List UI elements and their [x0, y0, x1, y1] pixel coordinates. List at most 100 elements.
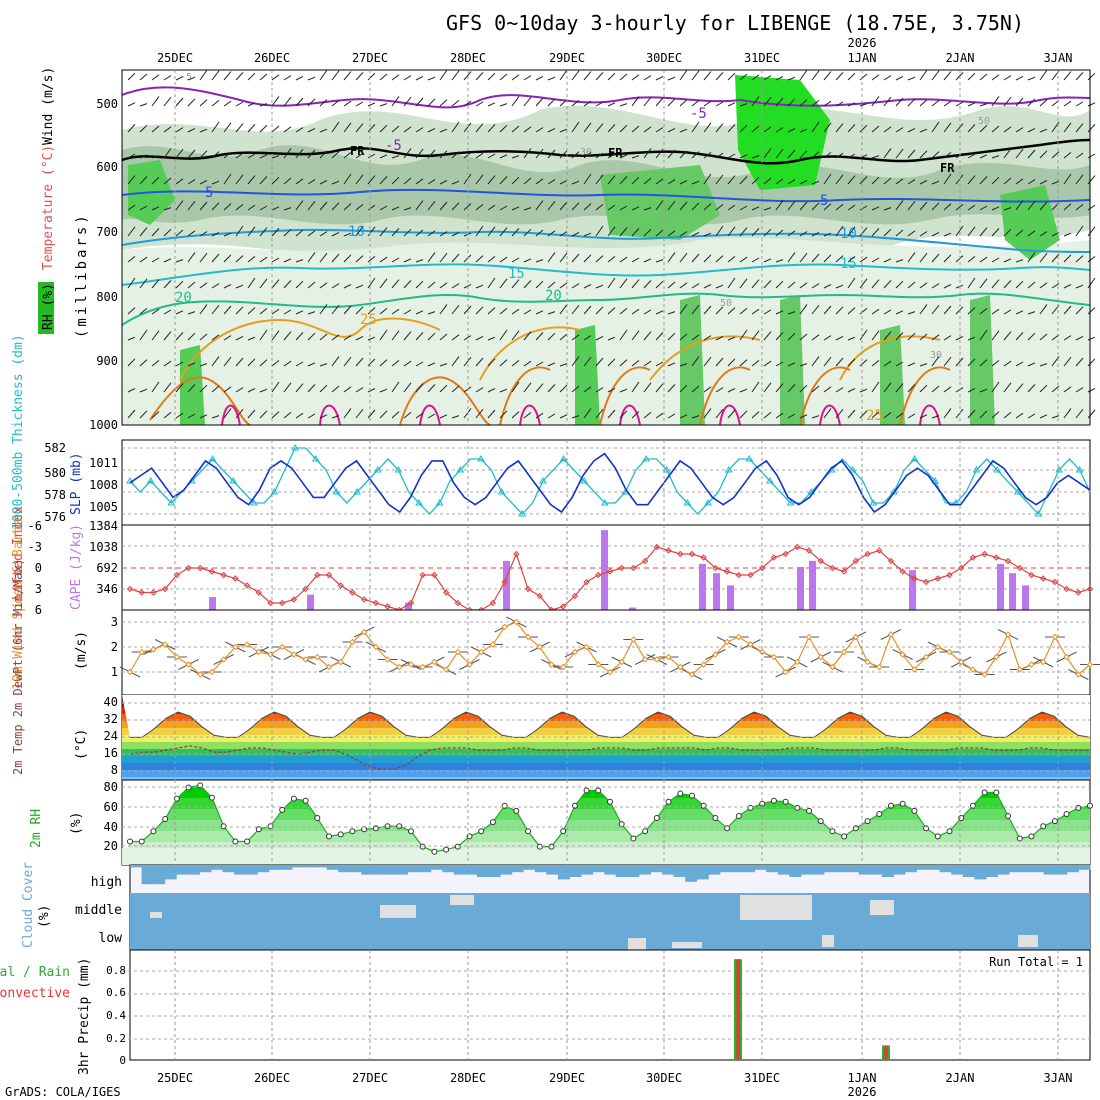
wind-barb — [451, 304, 460, 315]
thickness-point — [249, 499, 258, 506]
wind-point — [208, 668, 216, 676]
rh-point — [326, 833, 333, 840]
wind-barb — [175, 383, 184, 393]
wind-barb — [271, 308, 280, 315]
li-point — [431, 571, 438, 579]
wind-barb — [127, 336, 136, 341]
wind-point — [1075, 671, 1082, 678]
ylabel-precip: 3hr Precip (mm) — [77, 958, 92, 1075]
wind-barb — [475, 152, 484, 159]
wind-barb — [799, 231, 808, 237]
wind-barb — [871, 96, 880, 107]
wind-barb — [367, 226, 376, 237]
wind-barb — [919, 99, 928, 107]
wind-barb — [667, 384, 676, 393]
wind-barb — [943, 335, 952, 341]
wind-barb — [535, 178, 544, 185]
wind-barb — [559, 99, 568, 107]
li-point — [665, 547, 672, 554]
li-point — [1086, 585, 1094, 593]
cloud-high-bar — [997, 865, 1010, 875]
temp-band — [122, 763, 1090, 770]
wind-barb — [139, 388, 148, 393]
wind-barb — [907, 252, 916, 263]
date-label-bottom: 31DEC — [744, 1071, 780, 1085]
wind-barb — [343, 356, 352, 367]
wind-barb — [151, 279, 160, 289]
precip-tick: 0.8 — [106, 964, 126, 977]
wind-barb — [655, 97, 664, 107]
li-point — [267, 599, 274, 607]
wind-barb — [775, 75, 784, 81]
wind-barb — [655, 412, 664, 419]
wind-barb — [751, 96, 760, 107]
wind-barb — [1039, 99, 1048, 107]
wind-barb — [247, 358, 256, 367]
wind-barb — [331, 304, 340, 315]
wind-barb — [1063, 152, 1072, 159]
cloud-high-bar — [523, 865, 536, 870]
li-point — [876, 547, 883, 554]
wind-barb — [859, 308, 868, 315]
wind-barb — [739, 103, 748, 107]
wind-barb — [523, 228, 532, 237]
li-point — [840, 568, 848, 575]
wind-barb — [1015, 383, 1024, 393]
wind-barb — [715, 284, 724, 289]
wind-barb — [787, 362, 796, 367]
wind-barb — [895, 148, 904, 159]
wind-barb — [163, 309, 172, 315]
wind-barb — [427, 230, 436, 237]
wind-point — [232, 643, 239, 651]
thickness-point — [745, 455, 754, 462]
wind-point — [876, 663, 883, 671]
wind-barb — [751, 330, 760, 341]
wind-barb — [139, 329, 148, 341]
wind-point — [571, 648, 579, 656]
wind-barb — [439, 363, 448, 367]
wind-barb — [283, 412, 292, 419]
thickness-point — [600, 499, 609, 506]
wind-barb — [295, 259, 304, 263]
wind-barb — [703, 152, 712, 159]
wind-barb — [271, 228, 280, 237]
wind-barb — [295, 97, 304, 107]
wind-barb — [295, 229, 304, 237]
wind-barb — [511, 176, 520, 185]
wind-barb — [163, 258, 172, 263]
rh-point — [806, 807, 813, 814]
wind-barb — [475, 123, 484, 133]
wind-barb — [631, 279, 640, 289]
wind-barb — [475, 357, 484, 367]
wind-barb — [919, 201, 928, 211]
wind-barb — [703, 232, 712, 237]
wind-barb — [391, 206, 400, 211]
wind-barb — [559, 252, 568, 263]
wind-barb — [223, 254, 232, 263]
wind-barb — [427, 252, 436, 263]
wind-barb — [919, 128, 928, 133]
wind-barb — [607, 336, 616, 341]
wind-barb — [715, 123, 724, 133]
wind-barb — [271, 360, 280, 367]
wind-barb — [571, 151, 580, 159]
wind-barb — [403, 126, 412, 133]
wind-barb — [451, 415, 460, 419]
rh-point — [560, 828, 567, 835]
wind-barb — [583, 232, 592, 237]
wind-barb — [175, 259, 184, 263]
wind-barb — [667, 252, 676, 263]
wind-barb — [1003, 96, 1012, 107]
wind-barb — [607, 102, 616, 107]
wind-point — [606, 668, 614, 676]
wind-barb — [199, 99, 208, 107]
wind-barb — [211, 356, 220, 367]
wind-barb — [991, 360, 1000, 367]
li-point — [161, 585, 169, 593]
wind-barb — [307, 200, 316, 211]
wind-barb — [775, 280, 784, 289]
contour-label: 25 — [360, 312, 377, 328]
wind-barb — [391, 155, 400, 159]
li-point — [887, 557, 895, 565]
wind-point — [138, 648, 145, 656]
